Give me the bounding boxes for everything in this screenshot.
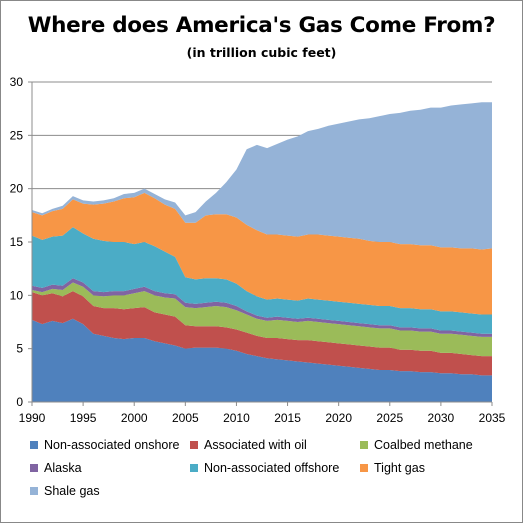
x-tick-label: 2010: [223, 411, 250, 425]
legend-swatch: [190, 441, 198, 449]
legend-swatch: [360, 441, 368, 449]
legend-label: Coalbed methane: [374, 438, 473, 452]
legend-item: Shale gas: [30, 484, 100, 498]
area-alaska: [32, 278, 492, 337]
x-tick-label: 1990: [19, 411, 46, 425]
x-tick-label: 2025: [376, 411, 403, 425]
y-tick-label: 25: [10, 128, 24, 142]
y-tick-labels: 0 5 10 15 20 25 30: [10, 75, 24, 409]
area-non-associated-offshore: [32, 227, 492, 334]
chart-title: Where does America's Gas Come From?: [27, 13, 496, 38]
x-tick-label: 2020: [325, 411, 352, 425]
legend-label: Associated with oil: [204, 438, 307, 452]
y-tick-label: 5: [16, 342, 23, 356]
y-tick-label: 10: [10, 288, 24, 302]
x-tick-label: 2000: [121, 411, 148, 425]
area-non-associated-onshore: [32, 318, 492, 402]
legend-item: Associated with oil: [190, 438, 307, 452]
legend-item: Alaska: [30, 461, 82, 475]
legend-item: Coalbed methane: [360, 438, 473, 452]
legend-item: Non-associated onshore: [30, 438, 180, 452]
y-tick-label: 15: [10, 235, 24, 249]
x-tick-label: 2005: [172, 411, 199, 425]
area-coalbed-methane: [32, 282, 492, 357]
chart-subtitle: (in trillion cubic feet): [186, 45, 337, 60]
axes: [28, 81, 493, 406]
legend-swatch: [30, 464, 38, 472]
legend-label: Alaska: [44, 461, 82, 475]
legend-label: Shale gas: [44, 484, 100, 498]
legend-swatch: [30, 441, 38, 449]
y-tick-label: 20: [10, 182, 24, 196]
area-shale-gas: [32, 102, 492, 250]
y-tick-label: 30: [10, 75, 24, 89]
x-tick-label: 2015: [274, 411, 301, 425]
legend-label: Non-associated onshore: [44, 438, 180, 452]
x-tick-label: 2030: [428, 411, 455, 425]
x-tick-label: 1995: [70, 411, 97, 425]
legend-swatch: [30, 487, 38, 495]
legend-label: Non-associated offshore: [204, 461, 340, 475]
legend-item: Tight gas: [360, 461, 425, 475]
area-tight-gas: [32, 192, 492, 315]
area-series: [32, 102, 492, 402]
x-tick-label: 2035: [479, 411, 506, 425]
legend-swatch: [190, 464, 198, 472]
y-tick-label: 0: [16, 395, 23, 409]
legend-label: Tight gas: [374, 461, 425, 475]
legend-item: Non-associated offshore: [190, 461, 339, 475]
x-tick-labels: 1990 1995 2000 2005 2010 2015 2020 2025 2030 2035: [19, 411, 506, 425]
area-associated-with-oil: [32, 291, 492, 376]
legend-swatch: [360, 464, 368, 472]
